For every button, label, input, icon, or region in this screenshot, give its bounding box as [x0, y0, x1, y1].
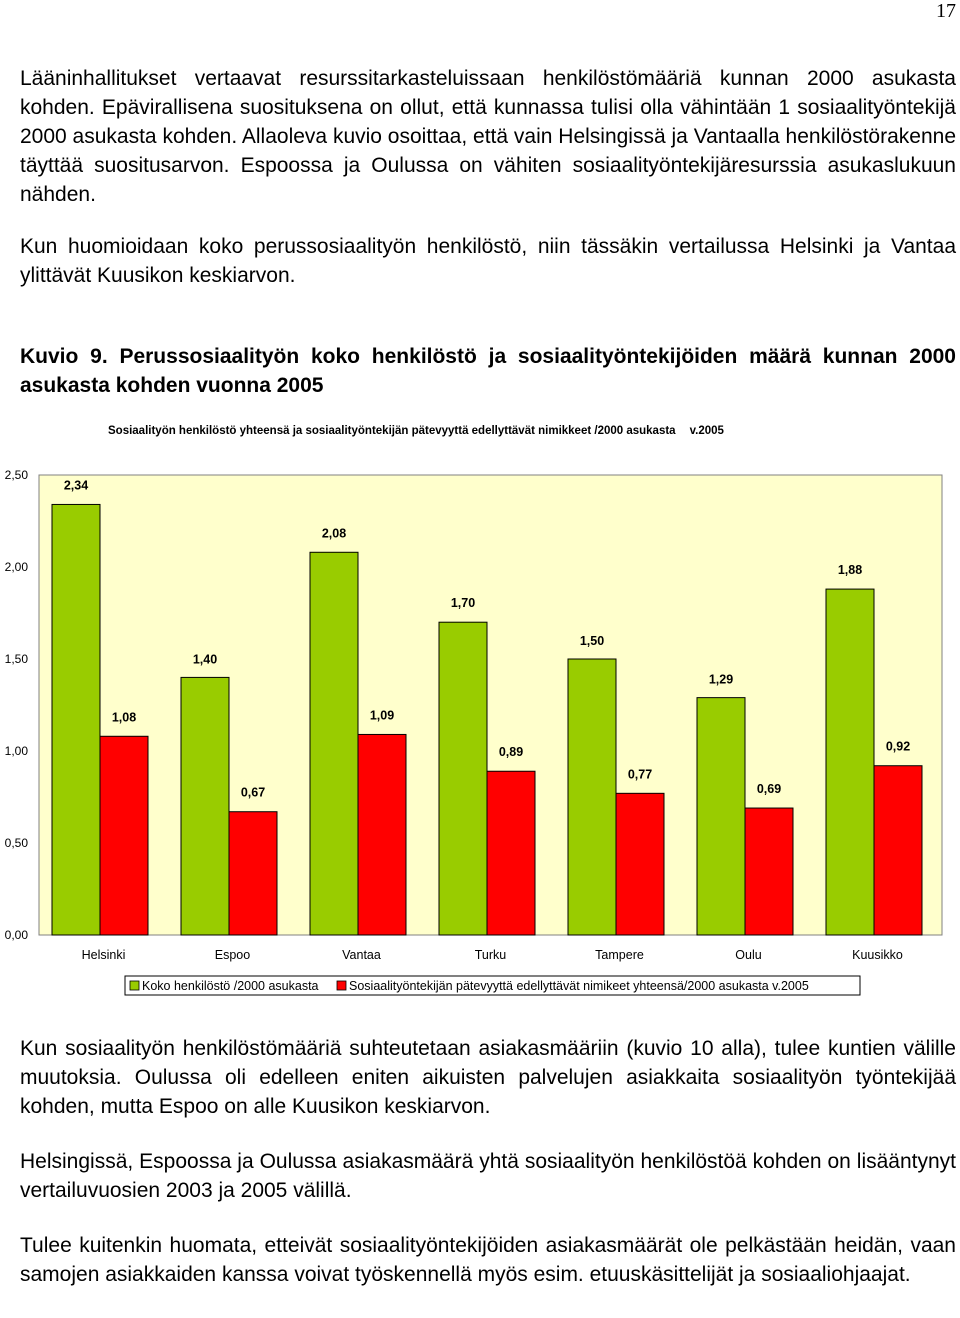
legend-label-total: Koko henkilöstö /2000 asukasta [142, 979, 319, 993]
y-tick-label: 1,00 [5, 744, 29, 758]
bar-value-label: 1,08 [112, 710, 136, 724]
y-tick-label: 2,00 [5, 560, 29, 574]
x-tick-label: Helsinki [82, 948, 126, 962]
bar-value-label: 0,92 [886, 740, 910, 754]
page-number: 17 [936, 0, 956, 22]
legend: Koko henkilöstö /2000 asukasta Sosiaalit… [124, 975, 861, 996]
bar-total [51, 503, 101, 936]
bar-value-label: 0,67 [241, 786, 265, 800]
bar-total [696, 697, 746, 936]
bar-social-workers [228, 811, 278, 936]
bar-social-workers [486, 770, 536, 936]
x-axis: Helsinki Espoo Vantaa Turku Tampere Oulu Kuusi… [82, 948, 903, 962]
bar-value-label: 1,29 [709, 673, 733, 687]
bar-chart: Sosiaalityön henkilöstö yhteensä ja sosi… [5, 425, 943, 996]
legend-swatch-total [129, 980, 140, 991]
bar-value-label: 1,70 [451, 596, 475, 610]
y-axis: 0,00 0,50 1,00 1,50 2,00 2,50 [5, 468, 29, 942]
x-tick-label: Turku [475, 948, 507, 962]
third-paragraph: Kun sosiaalityön henkilöstömääriä suhteu… [20, 1037, 956, 1118]
x-tick-label: Kuusikko [852, 948, 903, 962]
intro-paragraph: Lääninhallitukset vertaavat resurssitark… [20, 67, 956, 206]
bar-total [825, 588, 875, 936]
bar-value-label: 0,69 [757, 782, 781, 796]
bar-social-workers [615, 792, 665, 936]
x-tick-label: Oulu [735, 948, 761, 962]
bar-social-workers [99, 735, 149, 936]
bars: 2,34 1,08 1,40 0,67 2,08 1,09 1,70 0,89 1,50 0,77… [51, 478, 923, 936]
bar-social-workers [357, 733, 407, 936]
figure-caption: Kuvio 9. Perussosiaalityön koko henkilös… [20, 345, 956, 397]
bar-total [180, 676, 230, 936]
x-tick-label: Vantaa [342, 948, 381, 962]
bar-value-label: 1,88 [838, 563, 862, 577]
bar-value-label: 2,08 [322, 526, 346, 540]
fifth-paragraph: Tulee kuitenkin huomata, etteivät sosiaa… [20, 1234, 956, 1286]
bar-value-label: 1,09 [370, 708, 394, 722]
bar-value-label: 2,34 [64, 478, 88, 492]
bar-value-label: 1,50 [580, 634, 604, 648]
bar-value-label: 1,40 [193, 652, 217, 666]
legend-label-social-workers: Sosiaalityöntekijän pätevyyttä edellyttä… [349, 979, 809, 993]
bar-value-label: 0,77 [628, 767, 652, 781]
bar-value-label: 0,89 [499, 745, 523, 759]
bar-social-workers [744, 807, 794, 936]
fourth-paragraph: Helsingissä, Espoossa ja Oulussa asiakas… [20, 1150, 956, 1202]
y-tick-label: 1,50 [5, 652, 29, 666]
bar-total [309, 551, 359, 936]
bar-social-workers [873, 765, 923, 936]
chart-title-suffix: v.2005 [690, 425, 725, 437]
y-tick-label: 2,50 [5, 468, 29, 482]
chart-title: Sosiaalityön henkilöstö yhteensä ja sosi… [108, 425, 725, 437]
legend-box [124, 975, 861, 996]
second-paragraph: Kun huomioidaan koko perussosiaalityön h… [20, 235, 956, 287]
legend-swatch-social-workers [336, 980, 347, 991]
y-tick-label: 0,50 [5, 836, 29, 850]
x-tick-label: Tampere [595, 948, 644, 962]
bar-total [567, 658, 617, 936]
chart-title-main: Sosiaalityön henkilöstö yhteensä ja sosi… [108, 425, 676, 437]
y-tick-label: 0,00 [5, 928, 29, 942]
bar-total [438, 621, 488, 936]
x-tick-label: Espoo [215, 948, 250, 962]
